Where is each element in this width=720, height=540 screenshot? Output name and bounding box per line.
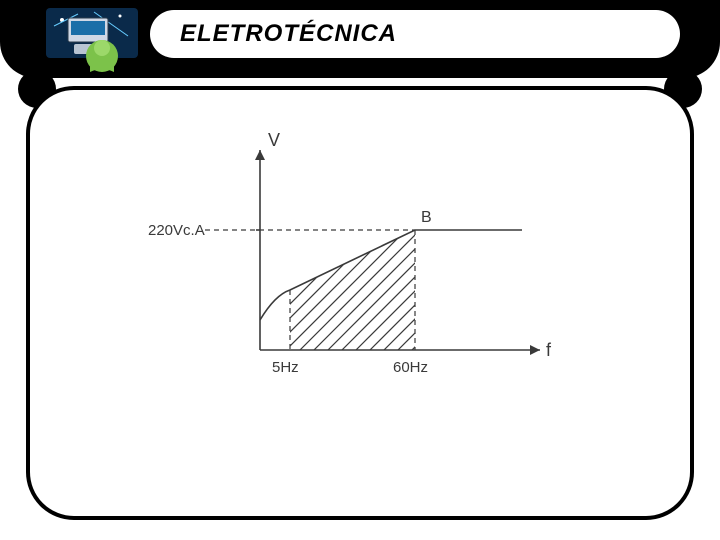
vf-chart: Vf B 220Vc.A 5Hz 60Hz [140,120,580,420]
svg-text:60Hz: 60Hz [393,359,428,376]
chart-svg: Vf B 220Vc.A 5Hz 60Hz [140,120,580,420]
title-container: ELETROTÉCNICA [150,10,680,58]
svg-text:5Hz: 5Hz [272,359,299,376]
svg-text:B: B [421,209,432,226]
logo-icon [44,6,140,76]
svg-text:220Vc.A: 220Vc.A [148,222,205,239]
svg-text:V: V [268,130,280,150]
slide-title: ELETROTÉCNICA [180,20,397,48]
slide-frame: ELETROTÉCNICA Vf B 220Vc.A 5Hz 60Hz [0,0,720,540]
svg-text:f: f [546,340,552,360]
